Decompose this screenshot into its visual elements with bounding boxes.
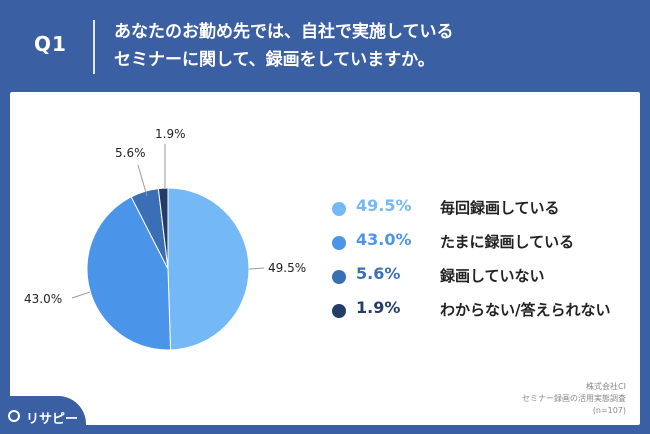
data-label: 5.6%: [115, 146, 146, 160]
pie-chart: 49.5% 43.0% 5.6% 1.9%: [24, 127, 306, 351]
data-label: 1.9%: [155, 127, 186, 141]
legend-swatch: [332, 236, 346, 250]
brand-logo: リサピー: [0, 396, 86, 434]
source-sample: (n=107): [592, 406, 626, 415]
legend-item: 5.6% 録画していない: [332, 262, 632, 296]
source-company: 株式会社CI: [586, 382, 626, 391]
legend-swatch: [332, 270, 346, 284]
logo-pin-icon: [8, 410, 20, 422]
source-note: 株式会社CI セミナー録画の活用実態調査 (n=107): [522, 381, 626, 417]
legend-percent: 49.5%: [356, 196, 412, 215]
source-survey: セミナー録画の活用実態調査: [522, 394, 626, 403]
legend-label: たまに録画している: [440, 233, 575, 251]
chart-panel: 49.5% 43.0% 5.6% 1.9% 49.5% 毎回録画している 43.0% …: [10, 92, 640, 425]
legend-swatch: [332, 202, 346, 216]
legend-percent: 1.9%: [356, 298, 401, 317]
data-label: 43.0%: [24, 292, 62, 306]
leader-line: [137, 164, 148, 197]
legend-item: 43.0% たまに録画している: [332, 228, 632, 262]
logo-text: リサピー: [26, 412, 79, 427]
legend-item: 49.5% 毎回録画している: [332, 194, 632, 228]
legend-swatch: [332, 304, 346, 318]
legend-item: 1.9% わからない/答えられない: [332, 296, 632, 330]
question-line-2: セミナーに関して、録画をしていますか。: [114, 50, 435, 70]
legend-label: わからない/答えられない: [440, 301, 611, 319]
leader-line: [71, 291, 91, 299]
legend-percent: 5.6%: [356, 264, 401, 283]
header-divider: [93, 20, 95, 74]
question-line-1: あなたのお勤め先では、自社で実施している: [114, 22, 454, 42]
leader-line: [248, 267, 265, 270]
question-number: Q1: [34, 32, 67, 56]
question-header: Q1 あなたのお勤め先では、自社で実施している セミナーに関して、録画をしていま…: [0, 0, 650, 92]
legend: 49.5% 毎回録画している 43.0% たまに録画している 5.6% 録画して…: [332, 194, 632, 330]
pie-slice: [157, 187, 169, 270]
legend-percent: 43.0%: [356, 230, 412, 249]
legend-label: 毎回録画している: [440, 199, 560, 217]
pie-slice: [167, 187, 250, 351]
question-text: あなたのお勤め先では、自社で実施している セミナーに関して、録画をしていますか。: [114, 18, 454, 74]
legend-label: 録画していない: [440, 267, 545, 285]
pie-slice: [86, 196, 172, 351]
data-label: 49.5%: [268, 261, 306, 275]
